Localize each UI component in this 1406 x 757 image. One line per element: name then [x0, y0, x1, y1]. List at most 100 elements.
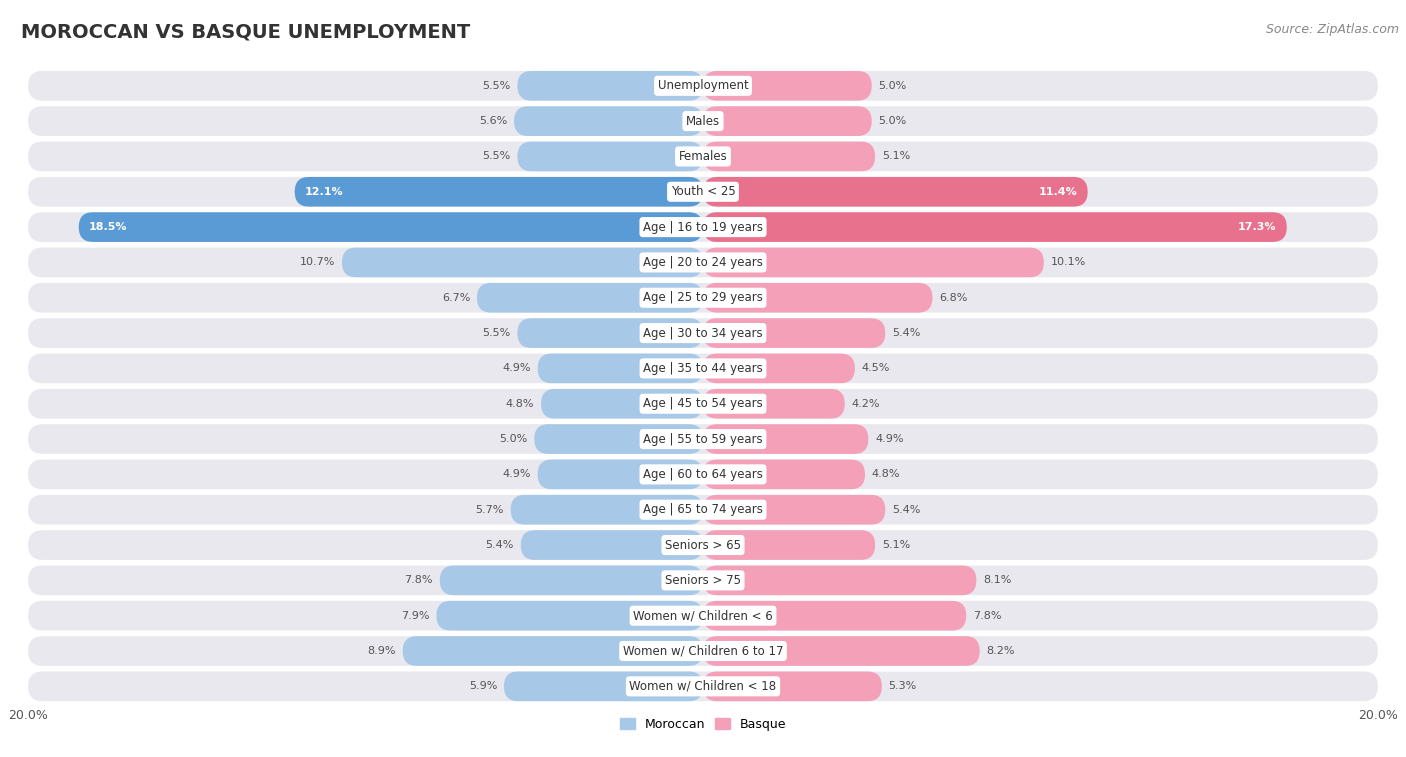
- Text: 5.0%: 5.0%: [499, 434, 527, 444]
- FancyBboxPatch shape: [28, 389, 1378, 419]
- Text: 18.5%: 18.5%: [89, 222, 128, 232]
- FancyBboxPatch shape: [28, 106, 1378, 136]
- Text: 7.9%: 7.9%: [401, 611, 430, 621]
- FancyBboxPatch shape: [28, 495, 1378, 525]
- FancyBboxPatch shape: [703, 530, 875, 560]
- Text: 5.0%: 5.0%: [879, 116, 907, 126]
- Text: Women w/ Children < 6: Women w/ Children < 6: [633, 609, 773, 622]
- Text: Unemployment: Unemployment: [658, 79, 748, 92]
- FancyBboxPatch shape: [28, 212, 1378, 242]
- Text: 11.4%: 11.4%: [1039, 187, 1077, 197]
- Text: Youth < 25: Youth < 25: [671, 185, 735, 198]
- Text: Seniors > 65: Seniors > 65: [665, 538, 741, 552]
- Text: 5.4%: 5.4%: [891, 328, 921, 338]
- FancyBboxPatch shape: [28, 142, 1378, 171]
- Text: Females: Females: [679, 150, 727, 163]
- Text: 5.7%: 5.7%: [475, 505, 503, 515]
- Text: 7.8%: 7.8%: [405, 575, 433, 585]
- Text: 8.1%: 8.1%: [983, 575, 1011, 585]
- Text: Age | 65 to 74 years: Age | 65 to 74 years: [643, 503, 763, 516]
- Text: 5.5%: 5.5%: [482, 81, 510, 91]
- Text: Women w/ Children 6 to 17: Women w/ Children 6 to 17: [623, 644, 783, 658]
- FancyBboxPatch shape: [517, 318, 703, 348]
- FancyBboxPatch shape: [28, 530, 1378, 560]
- FancyBboxPatch shape: [703, 601, 966, 631]
- FancyBboxPatch shape: [28, 459, 1378, 489]
- FancyBboxPatch shape: [520, 530, 703, 560]
- Text: Age | 55 to 59 years: Age | 55 to 59 years: [643, 432, 763, 446]
- FancyBboxPatch shape: [703, 389, 845, 419]
- FancyBboxPatch shape: [503, 671, 703, 701]
- Text: 4.8%: 4.8%: [506, 399, 534, 409]
- Text: Age | 20 to 24 years: Age | 20 to 24 years: [643, 256, 763, 269]
- Text: 6.8%: 6.8%: [939, 293, 967, 303]
- Text: 8.2%: 8.2%: [987, 646, 1015, 656]
- Text: Males: Males: [686, 114, 720, 128]
- Text: 5.6%: 5.6%: [479, 116, 508, 126]
- FancyBboxPatch shape: [28, 318, 1378, 348]
- FancyBboxPatch shape: [28, 601, 1378, 631]
- Text: 4.9%: 4.9%: [875, 434, 904, 444]
- Text: Age | 30 to 34 years: Age | 30 to 34 years: [643, 326, 763, 340]
- Text: 4.9%: 4.9%: [502, 363, 531, 373]
- FancyBboxPatch shape: [79, 212, 703, 242]
- Text: MOROCCAN VS BASQUE UNEMPLOYMENT: MOROCCAN VS BASQUE UNEMPLOYMENT: [21, 23, 471, 42]
- Text: 5.1%: 5.1%: [882, 540, 910, 550]
- FancyBboxPatch shape: [703, 248, 1043, 277]
- FancyBboxPatch shape: [703, 459, 865, 489]
- FancyBboxPatch shape: [534, 424, 703, 454]
- Text: Age | 60 to 64 years: Age | 60 to 64 years: [643, 468, 763, 481]
- Text: 4.2%: 4.2%: [852, 399, 880, 409]
- FancyBboxPatch shape: [703, 142, 875, 171]
- Text: 5.4%: 5.4%: [485, 540, 515, 550]
- Text: 5.5%: 5.5%: [482, 151, 510, 161]
- FancyBboxPatch shape: [28, 565, 1378, 595]
- FancyBboxPatch shape: [28, 283, 1378, 313]
- Text: Age | 16 to 19 years: Age | 16 to 19 years: [643, 220, 763, 234]
- Text: 4.5%: 4.5%: [862, 363, 890, 373]
- Text: 5.1%: 5.1%: [882, 151, 910, 161]
- Text: 4.8%: 4.8%: [872, 469, 900, 479]
- Text: 12.1%: 12.1%: [305, 187, 343, 197]
- FancyBboxPatch shape: [28, 71, 1378, 101]
- FancyBboxPatch shape: [703, 106, 872, 136]
- Text: 5.3%: 5.3%: [889, 681, 917, 691]
- Text: 6.7%: 6.7%: [441, 293, 470, 303]
- Text: Source: ZipAtlas.com: Source: ZipAtlas.com: [1265, 23, 1399, 36]
- Text: Age | 35 to 44 years: Age | 35 to 44 years: [643, 362, 763, 375]
- Text: 5.0%: 5.0%: [879, 81, 907, 91]
- FancyBboxPatch shape: [703, 283, 932, 313]
- Legend: Moroccan, Basque: Moroccan, Basque: [614, 713, 792, 736]
- Text: 10.1%: 10.1%: [1050, 257, 1085, 267]
- FancyBboxPatch shape: [436, 601, 703, 631]
- FancyBboxPatch shape: [295, 177, 703, 207]
- FancyBboxPatch shape: [28, 248, 1378, 277]
- Text: Seniors > 75: Seniors > 75: [665, 574, 741, 587]
- FancyBboxPatch shape: [402, 636, 703, 666]
- Text: 8.9%: 8.9%: [367, 646, 396, 656]
- FancyBboxPatch shape: [28, 177, 1378, 207]
- Text: 4.9%: 4.9%: [502, 469, 531, 479]
- Text: Women w/ Children < 18: Women w/ Children < 18: [630, 680, 776, 693]
- FancyBboxPatch shape: [703, 354, 855, 383]
- FancyBboxPatch shape: [28, 424, 1378, 454]
- FancyBboxPatch shape: [703, 424, 869, 454]
- FancyBboxPatch shape: [342, 248, 703, 277]
- FancyBboxPatch shape: [510, 495, 703, 525]
- FancyBboxPatch shape: [703, 318, 886, 348]
- FancyBboxPatch shape: [440, 565, 703, 595]
- FancyBboxPatch shape: [703, 212, 1286, 242]
- FancyBboxPatch shape: [517, 71, 703, 101]
- FancyBboxPatch shape: [537, 459, 703, 489]
- FancyBboxPatch shape: [28, 636, 1378, 666]
- FancyBboxPatch shape: [515, 106, 703, 136]
- FancyBboxPatch shape: [703, 177, 1088, 207]
- FancyBboxPatch shape: [703, 71, 872, 101]
- FancyBboxPatch shape: [28, 354, 1378, 383]
- FancyBboxPatch shape: [537, 354, 703, 383]
- Text: 5.5%: 5.5%: [482, 328, 510, 338]
- Text: Age | 25 to 29 years: Age | 25 to 29 years: [643, 291, 763, 304]
- Text: 5.9%: 5.9%: [468, 681, 498, 691]
- Text: 7.8%: 7.8%: [973, 611, 1001, 621]
- Text: 5.4%: 5.4%: [891, 505, 921, 515]
